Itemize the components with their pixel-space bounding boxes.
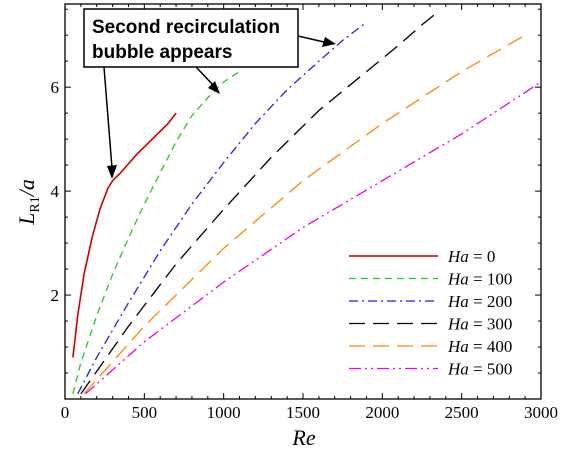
x-tick-label: 2000 xyxy=(365,403,399,422)
arrow-to-ha200 xyxy=(297,35,325,43)
y-tick-labels: 2 4 6 xyxy=(51,78,60,305)
series-line-ha-0 xyxy=(72,112,177,358)
legend: Ha = 0 Ha = 100 Ha = 200 Ha = 300 Ha = 400 Ha… xyxy=(349,247,512,379)
legend-label-ha-0: Ha = 0 xyxy=(447,247,495,266)
x-tick-label: 3000 xyxy=(524,403,558,422)
series-line-ha-300 xyxy=(80,11,439,395)
y-axis-title-main: L xyxy=(14,213,39,226)
annotation-line-1: Second recirculation xyxy=(92,17,280,38)
arrow-to-ha0 xyxy=(103,66,113,169)
y-tick-label: 2 xyxy=(51,286,60,305)
x-tick-label: 2500 xyxy=(445,403,479,422)
arrow-to-ha100 xyxy=(195,66,214,86)
legend-label-ha-300: Ha = 300 xyxy=(447,315,512,334)
x-axis-title: Re xyxy=(291,425,315,450)
x-tick-label: 500 xyxy=(132,403,158,422)
x-tick-label: 1000 xyxy=(207,403,241,422)
series-line-ha-100 xyxy=(72,71,240,394)
arrowhead-ha100 xyxy=(208,81,220,94)
plot-frame xyxy=(64,3,542,400)
series-line-ha-500 xyxy=(85,81,542,395)
y-tick-label: 6 xyxy=(51,78,60,97)
y-axis-title-suffix: /a xyxy=(14,179,39,198)
legend-label-ha-200: Ha = 200 xyxy=(447,292,512,311)
x-tick-label: 1500 xyxy=(286,403,320,422)
arrowhead-ha200 xyxy=(322,37,336,47)
y-tick-label: 4 xyxy=(51,182,60,201)
legend-label-ha-500: Ha = 500 xyxy=(447,360,512,379)
annotation-box xyxy=(83,8,299,68)
y-axis-title: LR1/a xyxy=(14,179,43,226)
annotation: Second recirculation bubble appears xyxy=(83,8,336,179)
series-line-ha-200 xyxy=(77,21,367,395)
series-lines xyxy=(72,11,542,395)
x-tick-labels: 0 500 1000 1500 2000 2500 3000 xyxy=(61,403,558,422)
arrowhead-ha0 xyxy=(107,165,117,179)
legend-label-ha-400: Ha = 400 xyxy=(447,337,512,356)
annotation-line-2: bubble appears xyxy=(92,42,232,63)
x-tick-label: 0 xyxy=(61,403,70,422)
y-axis-title-sub: R1 xyxy=(28,196,43,212)
legend-label-ha-100: Ha = 100 xyxy=(447,270,512,289)
annotation-arrows xyxy=(103,35,336,179)
